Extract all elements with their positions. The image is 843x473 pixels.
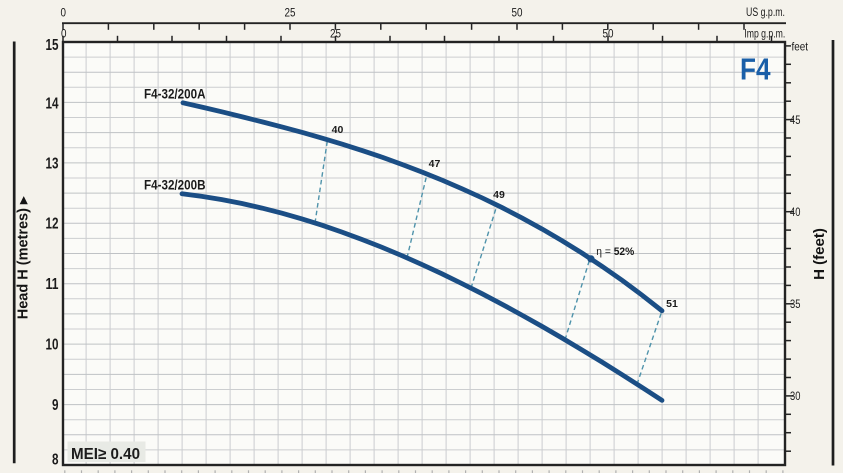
svg-text:11: 11: [46, 276, 59, 293]
svg-text:40: 40: [332, 124, 344, 136]
svg-text:50: 50: [512, 6, 523, 20]
svg-text:Imp g.p.m.: Imp g.p.m.: [744, 27, 785, 41]
svg-text:9: 9: [52, 397, 59, 414]
svg-text:50: 50: [603, 27, 614, 41]
svg-text:US g.p.m.: US g.p.m.: [746, 5, 785, 19]
svg-text:F4: F4: [740, 52, 771, 87]
svg-text:14: 14: [46, 95, 59, 112]
svg-text:51: 51: [666, 298, 678, 310]
svg-text:47: 47: [429, 158, 441, 170]
svg-text:12: 12: [46, 216, 59, 233]
svg-text:Head H (metres) ▸: Head H (metres) ▸: [16, 195, 32, 319]
svg-text:feet: feet: [792, 40, 809, 54]
svg-text:15: 15: [46, 37, 59, 54]
svg-text:η = 52%: η = 52%: [596, 246, 634, 258]
svg-text:F4-32/200A: F4-32/200A: [144, 87, 206, 102]
svg-text:13: 13: [46, 155, 59, 172]
svg-text:8: 8: [52, 451, 59, 468]
svg-text:35: 35: [790, 299, 800, 311]
svg-text:30: 30: [790, 391, 800, 403]
svg-text:MEI≥ 0.40: MEI≥ 0.40: [71, 446, 140, 463]
svg-text:0: 0: [61, 27, 67, 41]
svg-text:25: 25: [330, 27, 341, 41]
svg-text:45: 45: [790, 115, 800, 127]
svg-text:49: 49: [493, 189, 505, 201]
svg-text:0: 0: [61, 6, 67, 20]
svg-text:25: 25: [285, 6, 296, 20]
svg-text:40: 40: [790, 207, 800, 219]
svg-text:H (feet): H (feet): [811, 228, 828, 280]
svg-text:10: 10: [46, 336, 59, 353]
svg-text:F4-32/200B: F4-32/200B: [144, 178, 206, 193]
